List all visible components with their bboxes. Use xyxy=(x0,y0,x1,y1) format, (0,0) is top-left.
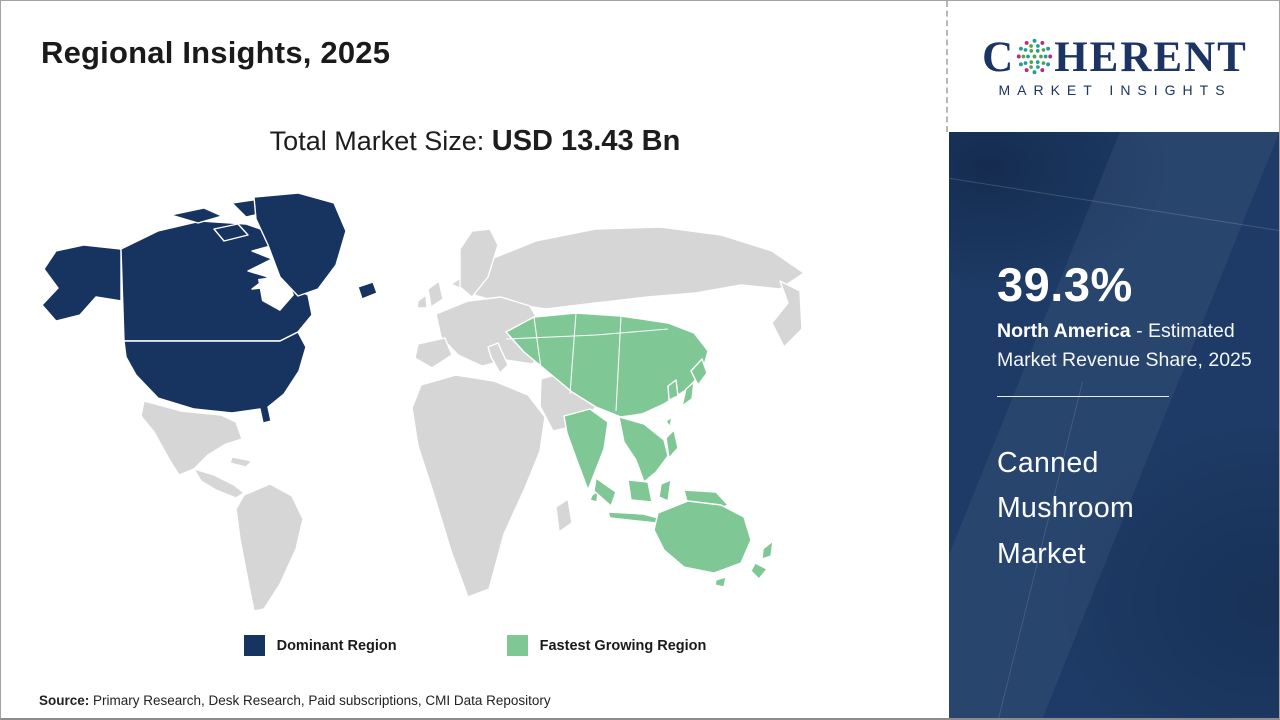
stat-region-rest: - Estimated Market Revenue Share, 2025 xyxy=(997,320,1252,371)
fastest-region-label: Fastest Growing Region xyxy=(539,637,707,654)
source-text: Primary Research, Desk Research, Paid su… xyxy=(89,693,551,708)
total-market-size-value: USD 13.43 Bn xyxy=(491,125,681,157)
sidebar-texture-line xyxy=(949,162,1279,247)
market-name: Canned Mushroom Market xyxy=(997,446,1135,571)
stat-value: 39.3% xyxy=(997,258,1133,311)
total-market-size-label: Total Market Size: xyxy=(269,126,492,156)
stat-region-name: North America xyxy=(997,320,1131,343)
total-market-size: Total Market Size: USD 13.43 Bn xyxy=(1,125,949,158)
map-legend: Dominant Region Fastest Growing Region xyxy=(1,635,949,656)
sidebar-texture xyxy=(949,132,1279,718)
brand-logo: C xyxy=(949,1,1279,132)
world-map xyxy=(41,192,805,612)
legend-item-dominant: Dominant Region xyxy=(243,635,397,656)
brand-prefix: C xyxy=(982,33,1016,81)
stat-description: North America - Estimated Market Revenue… xyxy=(997,317,1259,374)
legend-item-fastest: Fastest Growing Region xyxy=(506,635,707,656)
source-line: Source: Primary Research, Desk Research,… xyxy=(39,693,551,708)
region-asia-pacific xyxy=(505,312,774,588)
dotted-globe-icon xyxy=(1017,38,1053,74)
dominant-region-label: Dominant Region xyxy=(276,637,397,654)
dominant-region-swatch xyxy=(243,635,265,656)
region-north-america xyxy=(41,192,378,424)
region-rest-of-world xyxy=(140,226,805,612)
source-label: Source: xyxy=(39,693,90,708)
brand-wordmark: C xyxy=(982,36,1248,79)
brand-tagline: MARKET INSIGHTS xyxy=(998,81,1232,98)
vertical-dashed-divider xyxy=(946,1,948,132)
brand-suffix: HERENT xyxy=(1054,33,1248,81)
sidebar-panel: 39.3% North America - Estimated Market R… xyxy=(949,132,1279,718)
page-title: Regional Insights, 2025 xyxy=(41,35,391,70)
sidebar-divider xyxy=(997,395,1169,397)
fastest-region-swatch xyxy=(506,635,528,656)
